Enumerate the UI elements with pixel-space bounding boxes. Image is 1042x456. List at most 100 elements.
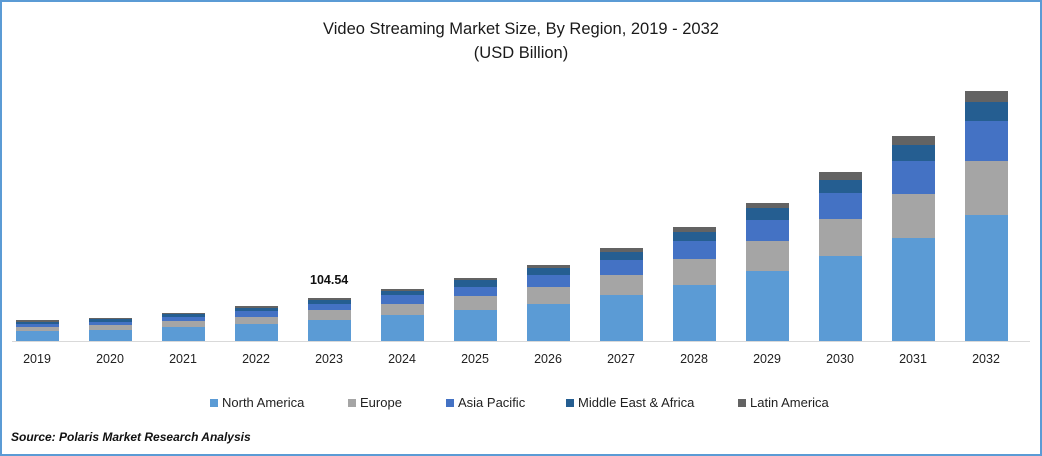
bar-2021: [161, 312, 205, 341]
bar-segment-asia-pacific: [672, 241, 716, 260]
chart-title: Video Streaming Market Size, By Region, …: [323, 20, 719, 38]
bar-segment-north-america: [161, 327, 205, 341]
x-tick-label: 2021: [169, 352, 197, 366]
legend: North America Europe Asia Pacific Middle Ea…: [0, 395, 1042, 413]
legend-label: Europe: [360, 395, 402, 410]
bar-segment-asia-pacific: [964, 121, 1008, 162]
bar-segment-asia-pacific: [307, 303, 351, 311]
legend-label: Middle East & Africa: [578, 395, 695, 410]
legend-item-asia-pacific: Asia Pacific: [446, 395, 525, 410]
bar-segment-middle-east-africa: [818, 179, 862, 193]
bar-segment-north-america: [891, 237, 935, 341]
x-tick-label: 2029: [753, 352, 781, 366]
legend-label: Asia Pacific: [458, 395, 526, 410]
bar-segment-middle-east-africa: [161, 314, 205, 318]
bar-segment-middle-east-africa: [88, 319, 132, 322]
bar-segment-europe: [453, 295, 497, 310]
bar-segment-europe: [672, 259, 716, 285]
bar-segment-latin-america: [745, 202, 789, 209]
bar-segment-north-america: [234, 324, 278, 341]
bar-segment-middle-east-africa: [672, 232, 716, 242]
bar-2030: [818, 171, 862, 341]
bar-segment-north-america: [964, 214, 1008, 341]
bar-segment-middle-east-africa: [964, 102, 1008, 122]
bar-segment-asia-pacific: [891, 160, 935, 194]
x-tick-label: 2024: [388, 352, 416, 366]
bar-segment-north-america: [453, 309, 497, 341]
bar-2028: [672, 227, 716, 341]
bar-2024: [380, 289, 424, 341]
bar-segment-latin-america: [599, 248, 643, 253]
bar-segment-asia-pacific: [88, 321, 132, 325]
bar-2020: [88, 317, 132, 341]
data-label-2023: 104.54: [310, 272, 349, 287]
bar-2029: [745, 202, 789, 341]
bar-segment-latin-america: [234, 306, 278, 309]
bar-segment-europe: [161, 321, 205, 328]
chart-subtitle: (USD Billion): [473, 44, 569, 62]
x-tick-label: 2032: [972, 352, 1000, 366]
bar-segment-asia-pacific: [526, 274, 570, 287]
bar-segment-latin-america: [672, 227, 716, 233]
bar-segment-europe: [307, 310, 351, 320]
bar-segment-asia-pacific: [161, 317, 205, 322]
bar-segment-latin-america: [453, 278, 497, 281]
x-axis-line: [12, 341, 1030, 342]
bar-2019: [15, 320, 59, 341]
bar-segment-middle-east-africa: [234, 308, 278, 312]
bar-2026: [526, 264, 570, 341]
bar-segment-latin-america: [526, 264, 570, 268]
legend-label: Latin America: [750, 395, 829, 410]
x-tick-label: 2025: [461, 352, 489, 366]
bar-2025: [453, 278, 497, 341]
x-tick-label: 2028: [680, 352, 708, 366]
legend-swatch-icon: [738, 398, 746, 407]
bar-segment-north-america: [672, 284, 716, 341]
bar-segment-asia-pacific: [380, 295, 424, 305]
bar-segment-middle-east-africa: [599, 252, 643, 261]
bar-segment-asia-pacific: [818, 192, 862, 219]
bar-segment-latin-america: [964, 91, 1008, 103]
bar-segment-latin-america: [380, 289, 424, 292]
x-tick-label: 2019: [23, 352, 51, 366]
bar-segment-asia-pacific: [15, 323, 59, 327]
legend-swatch-icon: [348, 398, 356, 407]
bar-segment-asia-pacific: [234, 311, 278, 317]
bar-segment-latin-america: [88, 317, 132, 320]
bar-segment-north-america: [15, 331, 59, 341]
bar-segment-europe: [15, 326, 59, 332]
bar-segment-europe: [964, 161, 1008, 215]
bar-segment-asia-pacific: [453, 286, 497, 296]
x-tick-label: 2030: [826, 352, 854, 366]
bar-segment-latin-america: [15, 320, 59, 322]
bar-segment-north-america: [818, 255, 862, 341]
x-tick-label: 2023: [315, 352, 343, 366]
bar-2027: [599, 248, 643, 341]
bar-2023: [307, 297, 351, 341]
x-tick-label: 2031: [899, 352, 927, 366]
bar-segment-europe: [745, 241, 789, 272]
bar-segment-middle-east-africa: [526, 267, 570, 275]
bar-segment-north-america: [380, 315, 424, 341]
legend-item-north-america: North America: [210, 395, 304, 410]
legend-label: North America: [222, 395, 305, 410]
bar-segment-middle-east-africa: [15, 321, 59, 324]
bar-segment-middle-east-africa: [745, 208, 789, 220]
bar-segment-north-america: [745, 271, 789, 341]
legend-swatch-icon: [446, 398, 454, 407]
bar-segment-europe: [380, 304, 424, 316]
legend-item-latin-america: Latin America: [738, 395, 829, 410]
bar-segment-europe: [88, 324, 132, 330]
bar-segment-europe: [818, 218, 862, 256]
x-tick-label: 2026: [534, 352, 562, 366]
bar-segment-middle-east-africa: [380, 291, 424, 296]
bar-segment-north-america: [599, 294, 643, 341]
x-tick-label: 2022: [242, 352, 270, 366]
legend-item-middle-east-africa: Middle East & Africa: [566, 395, 694, 410]
legend-swatch-icon: [566, 398, 574, 407]
x-tick-label: 2020: [96, 352, 124, 366]
bar-segment-europe: [891, 193, 935, 238]
legend-swatch-icon: [210, 398, 218, 407]
